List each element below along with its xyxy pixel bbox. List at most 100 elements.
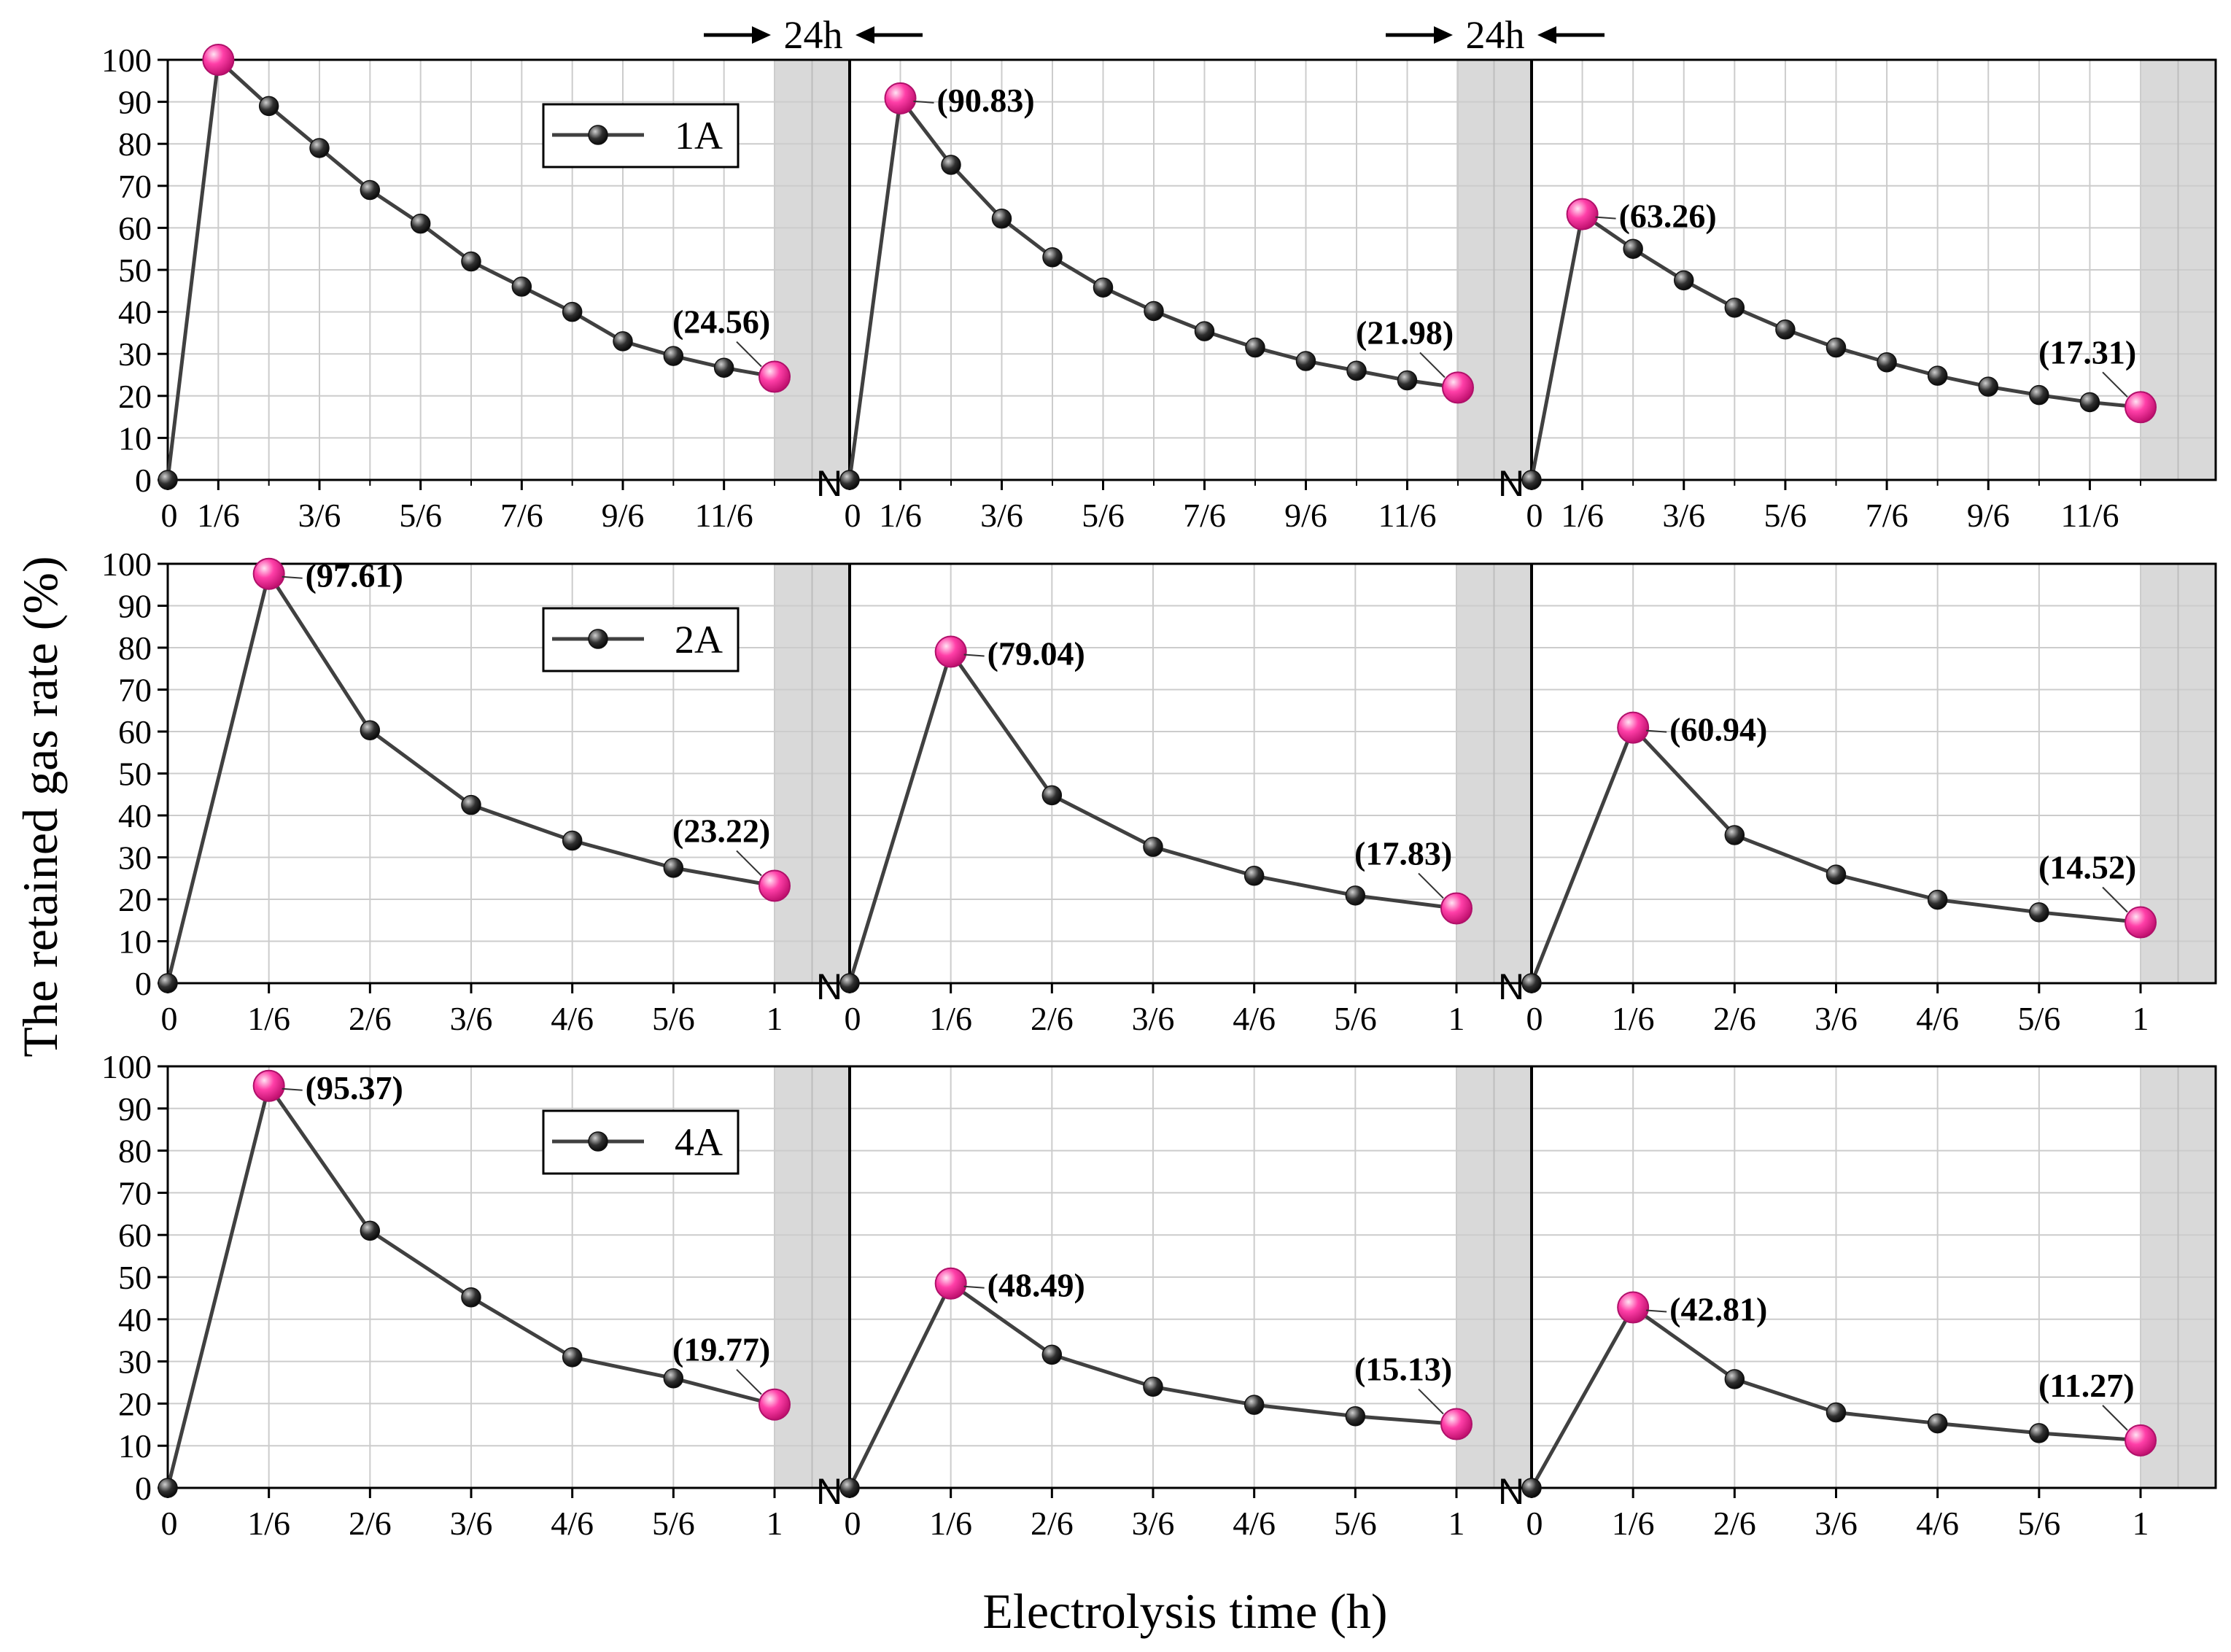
x-tick-label: 4/6 bbox=[551, 1505, 594, 1542]
data-point bbox=[663, 1368, 684, 1389]
legend-marker bbox=[588, 125, 608, 145]
x-tick-label: 1/6 bbox=[247, 1000, 290, 1037]
x-tick-label: 4/6 bbox=[551, 1000, 594, 1037]
x-tick-label: 2/6 bbox=[1713, 1000, 1756, 1037]
value-annotation: (97.61) bbox=[306, 557, 403, 594]
data-point bbox=[2029, 902, 2049, 923]
x-tick-label: 0 bbox=[1526, 497, 1543, 534]
x-tick-label: 5/6 bbox=[2017, 1505, 2060, 1542]
annotation-leader bbox=[1419, 352, 1446, 379]
x-tick-label: 0 bbox=[1526, 1505, 1543, 1542]
value-annotation: (90.83) bbox=[937, 82, 1035, 119]
y-tick-label: 80 bbox=[118, 125, 152, 163]
x-tick-label: 0 bbox=[845, 497, 861, 534]
annotation-leader bbox=[913, 100, 934, 104]
data-point bbox=[360, 179, 381, 201]
value-annotation: (60.94) bbox=[1669, 711, 1767, 748]
x-tick-label: 9/6 bbox=[602, 497, 645, 534]
y-tick-label: 40 bbox=[118, 797, 152, 834]
data-point bbox=[309, 138, 330, 158]
annotation-leader bbox=[1646, 1309, 1667, 1313]
annotation-leader bbox=[282, 1087, 303, 1091]
n-marker-label: N bbox=[1498, 966, 1524, 1007]
x-tick-label: 3/6 bbox=[1815, 1000, 1858, 1037]
x-tick-label: 1 bbox=[2133, 1505, 2149, 1542]
data-point bbox=[1295, 351, 1316, 371]
gap-24h-indicator: 24h bbox=[704, 13, 923, 57]
annotation-leader bbox=[736, 1369, 762, 1395]
y-tick-label: 60 bbox=[118, 713, 152, 751]
x-tick-label: 1 bbox=[2133, 1000, 2149, 1037]
x-tick-label: 7/6 bbox=[1866, 497, 1909, 534]
data-point bbox=[1521, 1478, 1542, 1498]
legend-marker bbox=[588, 629, 608, 649]
data-point bbox=[2079, 392, 2100, 413]
data-point bbox=[1978, 376, 1998, 397]
data-point bbox=[562, 830, 583, 851]
data-point bbox=[1927, 1413, 1948, 1434]
x-tick-label: 5/6 bbox=[1764, 497, 1807, 534]
value-annotation: (23.22) bbox=[672, 812, 770, 849]
x-tick-label: 9/6 bbox=[1284, 497, 1327, 534]
data-point bbox=[1041, 785, 1063, 806]
x-tick-label: 0 bbox=[845, 1505, 861, 1542]
highlight-point bbox=[934, 1267, 967, 1300]
x-tick-label: 1/6 bbox=[1612, 1000, 1655, 1037]
data-point bbox=[1521, 470, 1542, 490]
legend-4A: 4A bbox=[542, 1109, 740, 1175]
data-point bbox=[1345, 1405, 1366, 1427]
value-annotation: (42.81) bbox=[1669, 1291, 1767, 1328]
y-tick-label: 10 bbox=[118, 419, 152, 457]
annotation-leader bbox=[963, 1285, 985, 1289]
y-tick-label: 50 bbox=[118, 1259, 152, 1296]
x-tick-label: 1 bbox=[1448, 1505, 1465, 1542]
data-point bbox=[1041, 1344, 1063, 1365]
x-tick-label: 1/6 bbox=[929, 1505, 972, 1542]
y-tick-label: 60 bbox=[118, 1217, 152, 1254]
y-tick-label: 100 bbox=[101, 546, 152, 583]
x-tick-label: 3/6 bbox=[1132, 1000, 1175, 1037]
highlight-point bbox=[202, 44, 235, 76]
x-tick-label: 11/6 bbox=[695, 497, 753, 534]
y-tick-label: 30 bbox=[118, 336, 152, 373]
data-point bbox=[410, 213, 431, 234]
data-point bbox=[839, 973, 860, 993]
value-annotation: (19.77) bbox=[672, 1331, 770, 1368]
data-point bbox=[360, 720, 381, 741]
y-tick-label: 20 bbox=[118, 881, 152, 918]
data-point bbox=[839, 470, 860, 490]
gap-24h-label: 24h bbox=[1466, 13, 1525, 57]
value-annotation: (17.31) bbox=[2038, 333, 2136, 371]
data-point bbox=[1243, 1395, 1265, 1415]
data-point bbox=[2029, 1423, 2049, 1443]
legend-box bbox=[542, 607, 740, 672]
annotation-leader bbox=[963, 654, 985, 657]
highlight-point bbox=[884, 82, 917, 115]
data-point bbox=[461, 1287, 481, 1308]
data-point bbox=[1927, 365, 1948, 386]
data-point bbox=[1143, 837, 1163, 857]
y-tick-label: 70 bbox=[118, 1174, 152, 1211]
x-tick-label: 7/6 bbox=[500, 497, 543, 534]
y-tick-label: 90 bbox=[118, 1090, 152, 1128]
x-tick-label: 11/6 bbox=[2060, 497, 2119, 534]
highlight-point bbox=[1566, 198, 1599, 230]
n-marker-label: N bbox=[816, 463, 842, 504]
data-point bbox=[1775, 319, 1796, 340]
x-tick-label: 1/6 bbox=[247, 1505, 290, 1542]
data-point bbox=[1345, 885, 1366, 906]
y-tick-label: 60 bbox=[118, 209, 152, 247]
value-annotation: (17.83) bbox=[1354, 834, 1452, 872]
annotation-leader bbox=[1595, 216, 1616, 220]
data-point bbox=[1825, 864, 1847, 885]
data-point bbox=[562, 1347, 583, 1368]
panel-row-1A: 0 10 20 30 40 50 60 70 80 90 100 0 1/6 3/6 5/6 7/6 9/6 11… bbox=[101, 42, 2217, 534]
highlight-point bbox=[1440, 1408, 1473, 1440]
y-tick-label: 90 bbox=[118, 84, 152, 121]
data-point bbox=[461, 251, 481, 272]
x-tick-label: 1 bbox=[1448, 1000, 1465, 1037]
legend-label: 4A bbox=[675, 1120, 723, 1164]
data-point bbox=[1674, 270, 1694, 291]
